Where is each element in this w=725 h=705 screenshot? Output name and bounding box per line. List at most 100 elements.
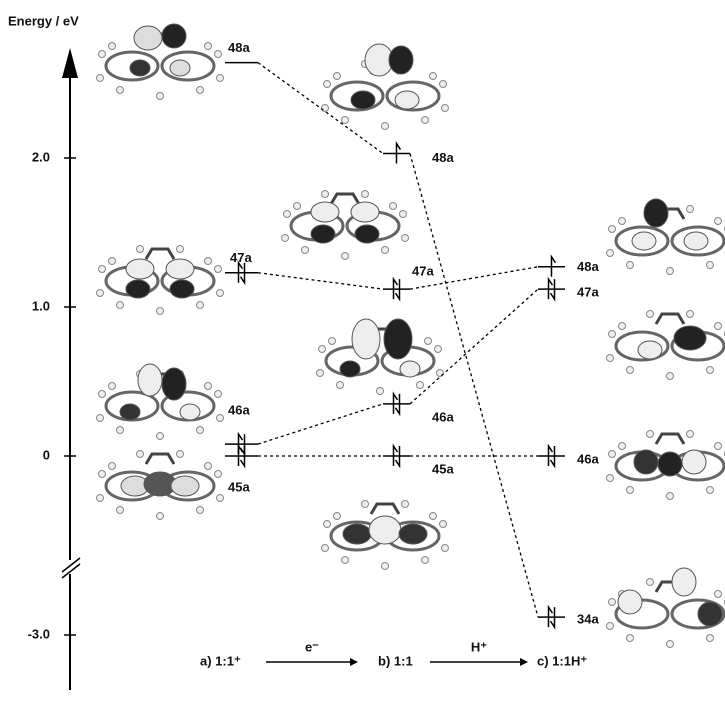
column-label: c) 1:1H⁺ bbox=[537, 653, 587, 668]
atom bbox=[362, 191, 369, 198]
atom bbox=[442, 545, 449, 552]
atom bbox=[619, 443, 626, 450]
atom bbox=[667, 268, 674, 275]
bridge bbox=[371, 504, 399, 514]
atom bbox=[157, 513, 164, 520]
atom bbox=[609, 599, 616, 606]
column-label: b) 1:1 bbox=[378, 653, 413, 668]
atom bbox=[97, 290, 104, 297]
orbital-lobe bbox=[618, 590, 642, 614]
atom bbox=[215, 391, 222, 398]
tick-label: 1.0 bbox=[32, 298, 50, 313]
atom bbox=[117, 427, 124, 434]
atom bbox=[687, 311, 694, 318]
atom bbox=[647, 311, 654, 318]
atom bbox=[157, 308, 164, 315]
atom bbox=[400, 211, 407, 218]
level-label: 48a bbox=[432, 150, 454, 165]
axis-label: Energy / eV bbox=[8, 13, 79, 28]
orbital-lobe bbox=[162, 24, 186, 48]
atom bbox=[97, 75, 104, 82]
orbital-lobe bbox=[384, 319, 412, 359]
axis-arrow bbox=[62, 48, 78, 78]
atom bbox=[197, 87, 204, 94]
mo-diagram: Energy / eV 2.01.00-3.048a47a46a45a48a47… bbox=[0, 0, 725, 700]
bridge bbox=[656, 434, 684, 444]
molecule bbox=[322, 44, 449, 130]
orbital-lobe bbox=[171, 476, 199, 496]
atom bbox=[334, 513, 341, 520]
atom bbox=[205, 383, 212, 390]
atom bbox=[382, 123, 389, 130]
atom bbox=[117, 87, 124, 94]
orbital-lobe bbox=[170, 280, 194, 298]
atom bbox=[715, 323, 722, 330]
atom bbox=[667, 641, 674, 648]
atom bbox=[324, 81, 331, 88]
atom bbox=[607, 250, 614, 257]
atom bbox=[319, 346, 326, 353]
atom bbox=[177, 451, 184, 458]
arrow-head bbox=[520, 658, 528, 666]
atom bbox=[607, 355, 614, 362]
atom bbox=[137, 451, 144, 458]
orbital-lobe bbox=[395, 91, 419, 109]
step-label: H⁺ bbox=[471, 639, 487, 654]
level-label: 48a bbox=[577, 259, 599, 274]
orbital-lobe bbox=[355, 225, 379, 243]
atom bbox=[607, 623, 614, 630]
bridge bbox=[146, 249, 174, 259]
molecule bbox=[607, 311, 725, 380]
tick-label: 2.0 bbox=[32, 149, 50, 164]
orbital-lobe bbox=[343, 524, 371, 544]
atom bbox=[317, 370, 324, 377]
atom bbox=[715, 443, 722, 450]
atom bbox=[402, 235, 409, 242]
orbital-lobe bbox=[400, 361, 420, 377]
atom bbox=[390, 203, 397, 210]
atom bbox=[609, 331, 616, 338]
orbital-lobe bbox=[638, 341, 662, 359]
correlation-line bbox=[258, 404, 383, 444]
arrow-head bbox=[350, 658, 358, 666]
atom bbox=[217, 495, 224, 502]
atom bbox=[417, 382, 424, 389]
atom bbox=[215, 471, 222, 478]
atom bbox=[205, 43, 212, 50]
orbital-lobe bbox=[684, 232, 708, 250]
atom bbox=[197, 507, 204, 514]
atom bbox=[322, 191, 329, 198]
level-label: 34a bbox=[577, 612, 599, 627]
molecule bbox=[282, 191, 409, 260]
atom bbox=[324, 521, 331, 528]
level-label: 47a bbox=[577, 285, 599, 300]
atom bbox=[609, 451, 616, 458]
orbital-lobe bbox=[672, 568, 696, 596]
atom bbox=[109, 383, 116, 390]
level-label: 47a bbox=[230, 250, 252, 265]
orbital-lobe bbox=[634, 450, 658, 474]
orbital-lobe bbox=[134, 26, 162, 50]
orbital-lobe bbox=[126, 259, 154, 279]
atom bbox=[715, 591, 722, 598]
molecule bbox=[607, 568, 725, 648]
atom bbox=[117, 507, 124, 514]
atom bbox=[430, 513, 437, 520]
molecule bbox=[97, 364, 224, 440]
atom bbox=[422, 117, 429, 124]
atom bbox=[607, 475, 614, 482]
atom bbox=[109, 43, 116, 50]
atom bbox=[215, 266, 222, 273]
atom bbox=[627, 367, 634, 374]
atom bbox=[627, 635, 634, 642]
level-label: 45a bbox=[228, 479, 250, 494]
level-label: 48a bbox=[228, 40, 250, 55]
atom bbox=[667, 493, 674, 500]
orbital-lobe bbox=[698, 602, 722, 626]
atom bbox=[442, 105, 449, 112]
atom bbox=[99, 471, 106, 478]
correlation-line bbox=[258, 273, 383, 289]
atom bbox=[402, 501, 409, 508]
molecule bbox=[322, 501, 449, 570]
orbital-lobe bbox=[340, 361, 360, 377]
